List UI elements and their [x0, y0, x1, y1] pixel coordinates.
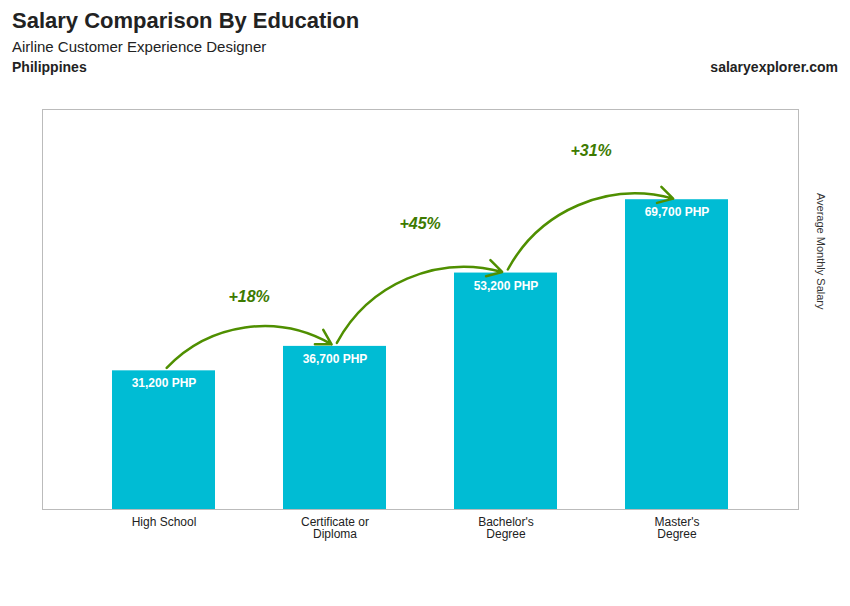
svg-text:Average Monthly Salary: Average Monthly Salary — [815, 193, 827, 310]
svg-text:53,200 PHP: 53,200 PHP — [474, 279, 539, 293]
svg-text:+18%: +18% — [228, 288, 269, 305]
svg-text:Bachelor'sDegree: Bachelor'sDegree — [478, 515, 534, 541]
html-text:salaryexplorer.com: salaryexplorer.com — [710, 59, 838, 75]
svg-text:Certificate orDiploma: Certificate orDiploma — [301, 515, 369, 541]
svg-text:36,700 PHP: 36,700 PHP — [303, 352, 368, 366]
svg-text:+45%: +45% — [399, 215, 440, 232]
svg-text:69,700 PHP: 69,700 PHP — [645, 205, 710, 219]
svg-text:High School: High School — [132, 515, 197, 529]
html-text:Philippines: Philippines — [12, 59, 87, 75]
svg-text:Master'sDegree: Master'sDegree — [655, 515, 700, 541]
svg-text:+31%: +31% — [570, 142, 611, 159]
svg-text:31,200 PHP: 31,200 PHP — [132, 376, 197, 390]
html-text:Salary Comparison By Education: Salary Comparison By Education — [12, 8, 360, 33]
html-text:Airline Customer Experience De: Airline Customer Experience Designer — [12, 38, 267, 55]
